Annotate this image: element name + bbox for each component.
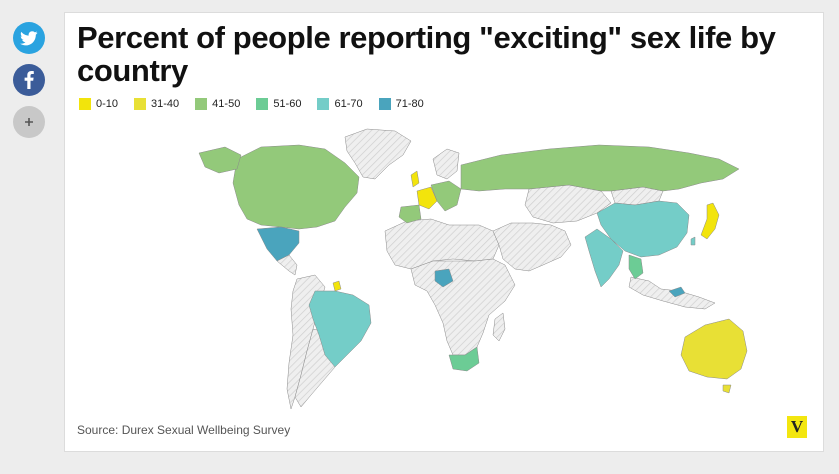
- source-note: Source: Durex Sexual Wellbeing Survey: [77, 423, 291, 437]
- twitter-icon: [20, 30, 38, 45]
- central-africa: [410, 258, 516, 356]
- south-africa: [448, 346, 480, 372]
- legend-item-51-60: 51-60: [256, 98, 301, 110]
- japan: [700, 202, 720, 240]
- legend-label: 0-10: [96, 98, 119, 110]
- legend-swatch: [378, 98, 391, 110]
- legend-label: 71-80: [395, 98, 424, 110]
- more-share-button[interactable]: [13, 106, 45, 138]
- central-europe: [430, 180, 462, 212]
- legend-label: 51-60: [273, 98, 302, 110]
- tasmania: [722, 384, 732, 394]
- legend-item-31-40: 31-40: [134, 98, 179, 110]
- india: [584, 228, 624, 288]
- legend-label: 61-70: [334, 98, 363, 110]
- legend-item-71-80: 71-80: [378, 98, 424, 110]
- southeast-asia: [628, 254, 644, 280]
- plus-icon: [25, 118, 33, 126]
- infographic-card: Percent of people reporting "exciting" s…: [64, 12, 824, 452]
- facebook-share-button[interactable]: [13, 64, 45, 96]
- legend-swatch: [195, 98, 208, 110]
- chart-title: Percent of people reporting "exciting" s…: [77, 20, 776, 88]
- usa-canada: [232, 144, 360, 230]
- legend-swatch: [79, 98, 91, 110]
- russia: [460, 144, 740, 192]
- no-data-regions: [286, 128, 716, 410]
- legend: 0-10 31-40 41-50 51-60 61-70 71-80: [79, 98, 440, 110]
- china: [596, 200, 690, 258]
- data-countries: [198, 144, 748, 394]
- facebook-icon: [24, 71, 34, 89]
- australia: [680, 318, 748, 380]
- brazil: [308, 290, 372, 368]
- guyana: [332, 280, 342, 292]
- madagascar: [492, 312, 506, 342]
- legend-label: 31-40: [151, 98, 180, 110]
- nigeria: [434, 268, 454, 288]
- taiwan: [690, 236, 696, 246]
- iberia: [398, 204, 422, 224]
- mexico: [256, 226, 300, 262]
- legend-item-0-10: 0-10: [79, 98, 118, 110]
- legend-swatch: [134, 98, 147, 110]
- scandinavia: [432, 148, 460, 180]
- world-map: [198, 128, 748, 410]
- twitter-share-button[interactable]: [13, 22, 45, 54]
- middle-east: [492, 222, 572, 272]
- france-benelux: [416, 186, 438, 210]
- legend-label: 41-50: [212, 98, 241, 110]
- central-america: [276, 254, 298, 276]
- uk: [410, 170, 420, 188]
- legend-item-61-70: 61-70: [317, 98, 363, 110]
- vox-logo[interactable]: V: [787, 416, 807, 438]
- malaysia: [668, 286, 686, 298]
- legend-item-41-50: 41-50: [195, 98, 240, 110]
- share-rail: [13, 22, 45, 148]
- legend-swatch: [256, 98, 269, 110]
- greenland: [344, 128, 412, 180]
- legend-swatch: [317, 98, 330, 110]
- alaska: [198, 146, 242, 174]
